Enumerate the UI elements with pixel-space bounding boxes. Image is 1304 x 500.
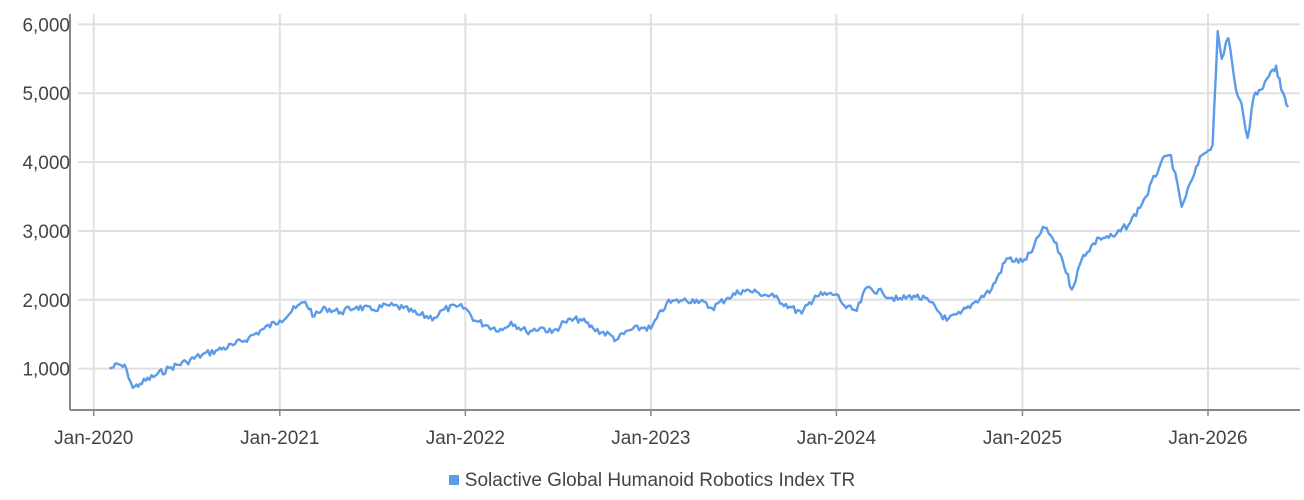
y-tick-label: 6,000 (22, 15, 70, 36)
legend-swatch (448, 475, 459, 485)
tick-label-layer: 1,000 2,000 3,000 4,000 5,000 6,000 Jan-2020 Ja… (22, 15, 1247, 449)
x-tick-label: Jan-2021 (240, 428, 319, 449)
chart-legend: Solactive Global Humanoid Robotics Index… (0, 470, 1304, 492)
x-tick-label: Jan-2026 (1168, 428, 1247, 449)
y-tick-label: 1,000 (22, 360, 70, 381)
series-layer (108, 30, 1290, 390)
y-tick-label: 4,000 (22, 153, 70, 174)
x-tick-label: Jan-2023 (611, 428, 690, 449)
y-tick-label: 5,000 (22, 84, 70, 105)
axis-layer (69, 14, 1300, 416)
grid-layer (78, 14, 1300, 410)
x-tick-label: Jan-2024 (797, 428, 877, 449)
y-tick-label: 2,000 (22, 291, 70, 312)
x-tick-label: Jan-2025 (983, 428, 1062, 449)
x-tick-label: Jan-2020 (54, 428, 133, 449)
legend-label: Solactive Global Humanoid Robotics Index… (464, 470, 856, 491)
series-line (108, 30, 1290, 390)
x-tick-label: Jan-2022 (426, 428, 505, 449)
y-tick-label: 3,000 (22, 222, 70, 243)
